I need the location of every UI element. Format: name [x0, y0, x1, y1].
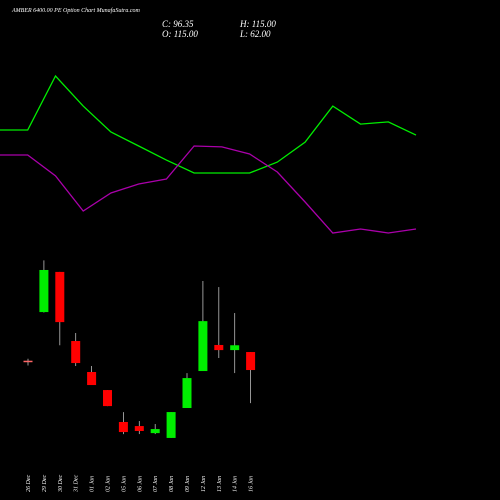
indicator-line [0, 145, 417, 234]
candle-body [214, 344, 224, 351]
candle-body [198, 321, 208, 372]
candle-body [87, 372, 97, 386]
x-tick-label: 06 Jan [137, 476, 143, 492]
chart-title: AMBER 6400.00 PE Option Chart MunafaSutr… [11, 7, 140, 14]
candle-body [103, 390, 112, 407]
stat: C: 96.35 [162, 19, 194, 29]
x-tick-label: 13 Jan [217, 476, 223, 492]
x-tick-label: 26 Dec [26, 475, 32, 492]
candle-body [55, 271, 65, 323]
x-tick-label: 14 Jan [232, 476, 239, 492]
x-tick-label: 02 Jan [106, 476, 112, 492]
x-tick-label: 07 Jan [153, 476, 159, 492]
x-tick-label: 09 Jan [185, 476, 191, 492]
indicator-line [0, 74, 417, 174]
stat: O: 115.00 [162, 29, 198, 39]
x-tick-label: 16 Jan [249, 476, 255, 492]
candle-body [166, 412, 176, 438]
x-tick-label: 30 Dec [58, 475, 64, 493]
candle-body [150, 429, 160, 434]
candle-body [118, 422, 128, 433]
candle-body [23, 360, 33, 363]
x-tick-label: 01 Jan [90, 476, 96, 492]
candle-body [246, 352, 256, 371]
stat: H: 115.00 [239, 19, 276, 29]
candle-body [71, 341, 81, 364]
candle-body [134, 426, 144, 431]
candle-body [182, 378, 192, 409]
stat: L: 62.00 [239, 29, 271, 39]
x-tick-label: 08 Jan [169, 476, 175, 492]
candle-body [230, 345, 240, 351]
x-tick-label: 29 Dec [42, 475, 48, 492]
x-tick-label: 05 Jan [121, 476, 127, 492]
x-tick-label: 12 Jan [201, 476, 207, 492]
candle-body [39, 269, 49, 313]
x-tick-label: 31 Dec [74, 475, 80, 493]
